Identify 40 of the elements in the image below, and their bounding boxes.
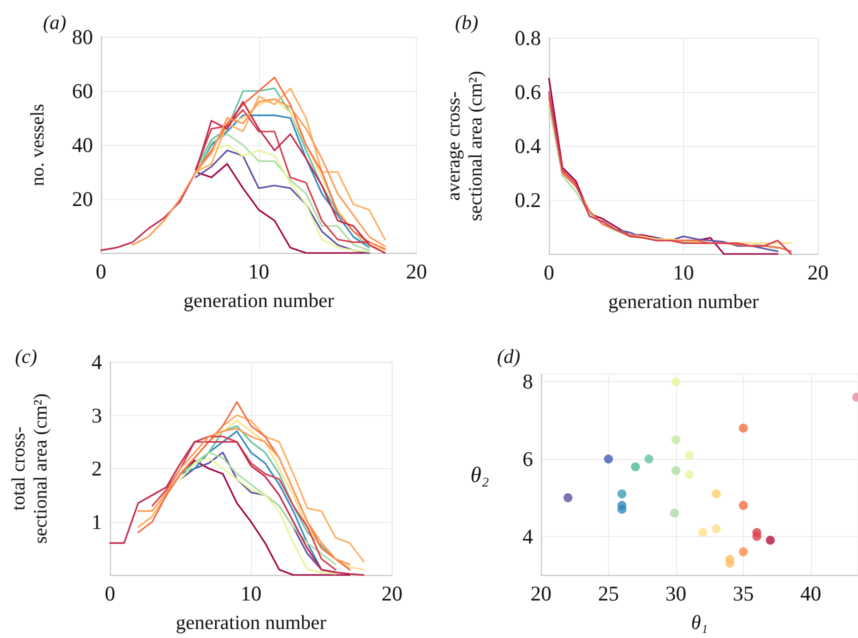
x-tick-label: 20 — [808, 260, 828, 284]
y-tick-label: 0.6 — [514, 80, 541, 104]
y-tick-label: 40 — [72, 133, 93, 157]
x-tick-label: 35 — [732, 582, 754, 606]
y-tick-label: 2 — [92, 456, 102, 480]
y-tick-label: 3 — [92, 403, 102, 428]
x-tick-label: 0 — [544, 260, 554, 284]
y-tick-label: 4 — [522, 524, 534, 548]
y-tick-label: 4 — [92, 350, 102, 374]
x-tick-label: 0 — [104, 582, 116, 606]
x-axis-title: generation number — [608, 291, 760, 313]
y-tick-label: 0.4 — [514, 134, 542, 158]
y-axis-title: average cross-sectional area (cm²) — [444, 70, 486, 222]
y-axis-title: no. vessels — [28, 104, 48, 186]
x-axis-title: generation number — [176, 612, 327, 634]
x-tick-label: 0 — [96, 260, 106, 284]
y-axis-title: θ₂ — [470, 462, 490, 487]
chart-title: (a) — [43, 12, 67, 34]
x-axis-title: θ₁ — [691, 612, 708, 634]
y-tick-label: 60 — [72, 79, 93, 103]
x-axis-title: generation number — [184, 290, 334, 312]
y-tick-label: 80 — [72, 25, 93, 49]
x-tick-label: 20 — [406, 260, 427, 284]
y-tick-label: 1 — [92, 510, 102, 534]
x-tick-label: 20 — [382, 582, 402, 606]
chart-title: (d) — [497, 346, 521, 368]
x-tick-label: 30 — [665, 582, 686, 606]
y-tick-label: 6 — [522, 447, 533, 472]
x-tick-label: 40 — [800, 582, 822, 606]
y-tick-label: 0.8 — [514, 26, 541, 50]
chart-title: (b) — [455, 12, 479, 34]
y-tick-label: 8 — [522, 370, 533, 394]
y-tick-label: 0.2 — [514, 188, 541, 212]
chart-title: (c) — [15, 346, 38, 368]
x-tick-label: 10 — [248, 260, 270, 284]
x-tick-label: 10 — [673, 260, 694, 284]
x-tick-label: 25 — [598, 582, 619, 606]
y-tick-label: 20 — [72, 187, 93, 211]
y-axis-title: total cross-sectional area (cm²) — [8, 393, 52, 544]
x-tick-label: 10 — [240, 582, 262, 606]
